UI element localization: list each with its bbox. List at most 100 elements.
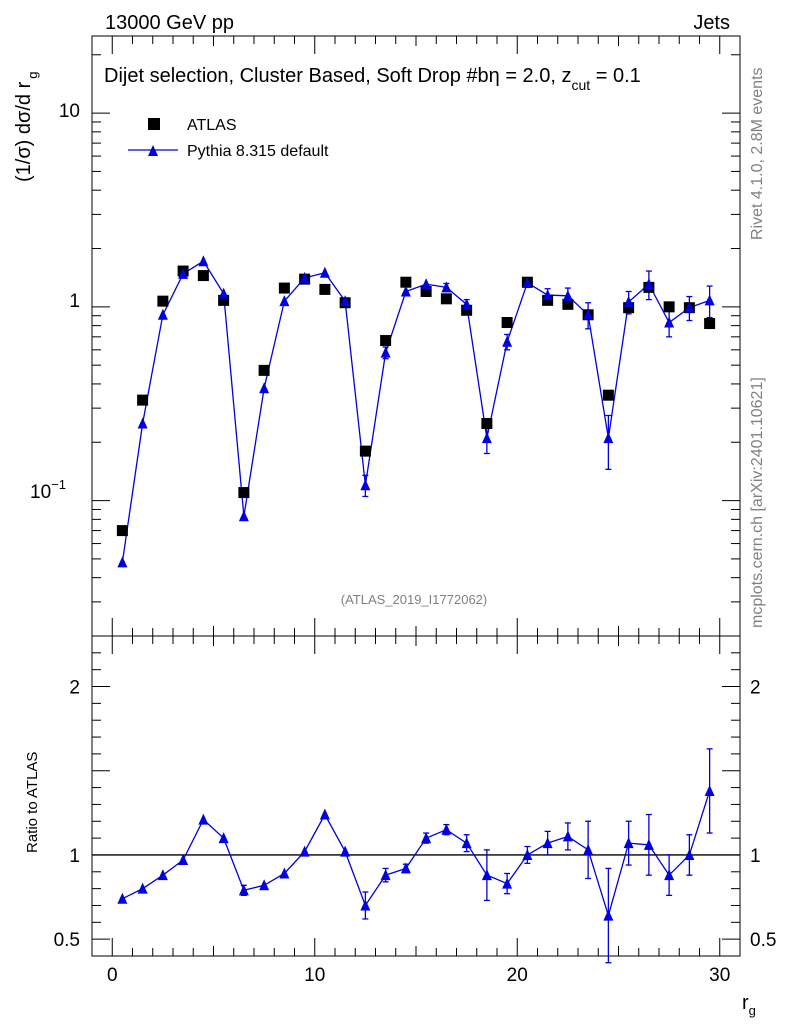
pythia-point <box>279 295 290 307</box>
pythia-point <box>562 289 573 301</box>
process-label: Jets <box>693 12 730 34</box>
atlas-point <box>238 487 250 499</box>
atlas-point <box>258 364 270 376</box>
ratio-xtick-label: 30 <box>709 965 730 986</box>
ratio-ytick-label-left: 0.5 <box>54 930 80 951</box>
main-ytick-0.1-base: 10 <box>30 482 51 503</box>
ratio-xlabel-main: r <box>742 992 749 1014</box>
ratio-point <box>198 813 209 825</box>
atlas-point <box>197 270 209 282</box>
atlas-point <box>137 394 149 406</box>
pythia-point <box>643 278 654 290</box>
ratio-series-line <box>122 790 711 918</box>
pythia-point <box>481 432 492 444</box>
main-ytick-label-0.1: 10−1 <box>30 477 66 503</box>
ratio-point <box>279 867 290 879</box>
atlas-point <box>542 294 554 306</box>
atlas-point <box>501 317 513 329</box>
ratio-point <box>481 869 492 881</box>
atlas-point <box>157 295 169 307</box>
atlas-point <box>319 283 331 295</box>
legend: ATLAS Pythia 8.315 default <box>128 117 329 160</box>
pythia-point <box>461 298 472 310</box>
ratio-point <box>218 832 229 844</box>
pythia-point <box>117 556 128 568</box>
pythia-point <box>623 295 634 307</box>
ratio-point <box>542 837 553 849</box>
ratio-ytick-label-left: 1 <box>69 846 80 867</box>
energy-label: 13000 GeV pp <box>105 12 234 34</box>
plot-subtitle: Dijet selection, Cluster Based, Soft Dro… <box>104 65 641 93</box>
pythia-point <box>137 417 148 429</box>
ratio-point <box>157 869 168 881</box>
pythia-point <box>664 316 675 328</box>
ratio-axis-ticks: 0 10 20 30 0.5 0.5 1 1 2 2 <box>54 635 776 986</box>
atlas-point <box>704 318 716 330</box>
pythia-series-line <box>121 260 710 563</box>
pythia-point <box>421 278 432 290</box>
ratio-point <box>137 882 148 894</box>
pythia-point <box>400 285 411 297</box>
ratio-point <box>400 862 411 874</box>
ratio-point <box>684 848 695 860</box>
ratio-point <box>238 884 249 896</box>
pythia-point <box>238 510 249 522</box>
main-axis-ticks <box>92 36 740 637</box>
pythia-point <box>704 294 715 306</box>
main-ylabel-sub: g <box>25 72 40 79</box>
pythia-point <box>542 289 553 301</box>
ratio-point <box>178 854 189 865</box>
pythia-point <box>441 281 452 293</box>
atlas-point <box>440 293 452 305</box>
legend-pythia-marker <box>148 145 158 156</box>
ratio-ytick-label-right: 2 <box>750 678 761 699</box>
ratio-xlabel: rg <box>742 992 756 1018</box>
main-ytick-label-1: 1 <box>69 291 80 312</box>
legend-atlas-label: ATLAS <box>187 117 237 134</box>
ratio-ytick-label-left: 2 <box>69 678 80 699</box>
pythia-point <box>319 266 330 278</box>
atlas-point <box>481 417 493 429</box>
atlas-point <box>278 282 290 294</box>
ratio-point <box>441 823 452 835</box>
ratio-point <box>522 848 533 860</box>
ratio-point <box>704 784 715 796</box>
ratio-point <box>502 877 513 889</box>
atlas-point <box>116 525 128 537</box>
pythia-point <box>583 308 594 320</box>
ratio-ylabel: Ratio to ATLAS <box>24 752 41 853</box>
ratio-xtick-label: 10 <box>304 965 325 986</box>
ratio-point <box>603 909 614 921</box>
analysis-id: (ATLAS_2019_I1772062) <box>341 592 487 607</box>
ratio-point <box>583 843 594 855</box>
atlas-point <box>420 285 432 297</box>
pythia-point <box>299 271 310 283</box>
ratio-point <box>643 838 654 850</box>
subtitle-tail: = 0.1 <box>590 65 641 87</box>
pythia-point <box>198 255 209 267</box>
main-plot-area <box>116 255 716 568</box>
pythia-point <box>360 479 371 491</box>
pythia-point <box>178 267 189 279</box>
atlas-point <box>623 302 635 314</box>
ratio-point <box>623 837 634 849</box>
pythia-point <box>340 295 351 307</box>
pythia-point <box>157 308 168 320</box>
subtitle-sub: cut <box>571 77 590 93</box>
ratio-point <box>461 837 472 849</box>
ratio-point <box>259 879 270 891</box>
ratio-point <box>562 830 573 842</box>
legend-atlas-marker <box>148 118 160 130</box>
ratio-plot-area <box>92 748 740 964</box>
ratio-xtick-label: 0 <box>107 965 118 986</box>
ratio-point <box>380 869 391 881</box>
pythia-point <box>603 432 614 444</box>
pythia-point <box>684 301 695 313</box>
subtitle-main: Dijet selection, Cluster Based, Soft Dro… <box>104 65 489 87</box>
ratio-ytick-label-right: 0.5 <box>750 930 776 951</box>
main-ylabel: (1/σ) dσ/d r g <box>13 72 40 183</box>
ratio-point <box>299 845 310 857</box>
main-ytick-label-10: 10 <box>59 101 80 122</box>
pythia-point <box>218 287 229 299</box>
